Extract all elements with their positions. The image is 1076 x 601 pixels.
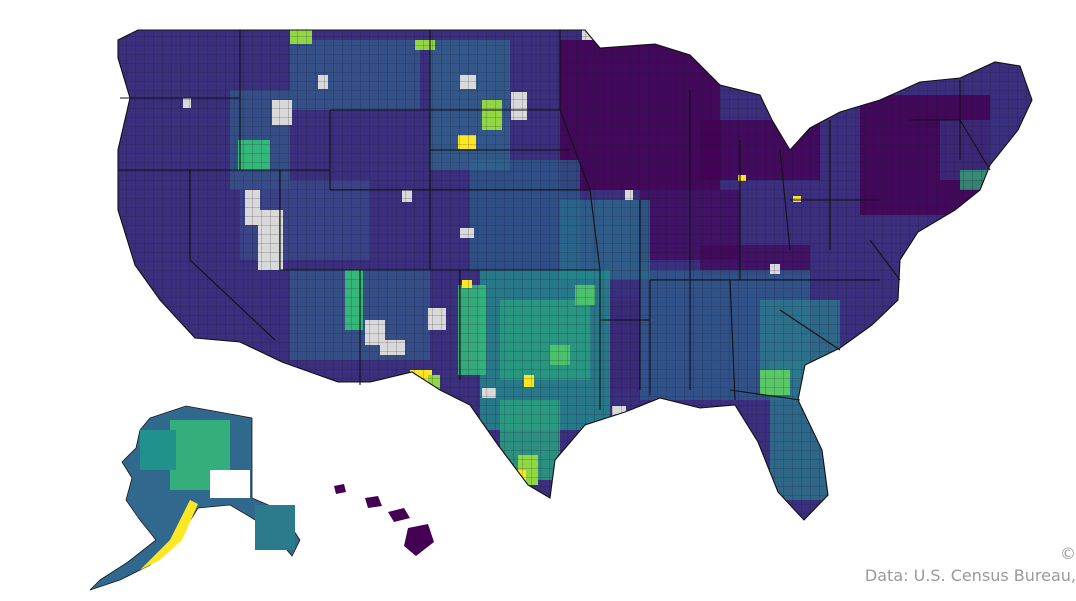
alaska-region-teal [140, 430, 176, 470]
kauai-island [334, 484, 346, 494]
hawaii [334, 484, 434, 556]
alaska-region-white [210, 470, 250, 498]
hawaii-island [404, 524, 434, 556]
copyright-symbol: © [1060, 544, 1076, 563]
alaska-aleutians-yellow [140, 500, 198, 570]
maui-island [388, 508, 410, 522]
state-borders [117, 29, 1033, 521]
data-source-label: Data: U.S. Census Bureau, [864, 566, 1076, 585]
oahu-island [365, 496, 382, 508]
alaska-panhandle [255, 505, 295, 550]
alaska [89, 405, 301, 591]
